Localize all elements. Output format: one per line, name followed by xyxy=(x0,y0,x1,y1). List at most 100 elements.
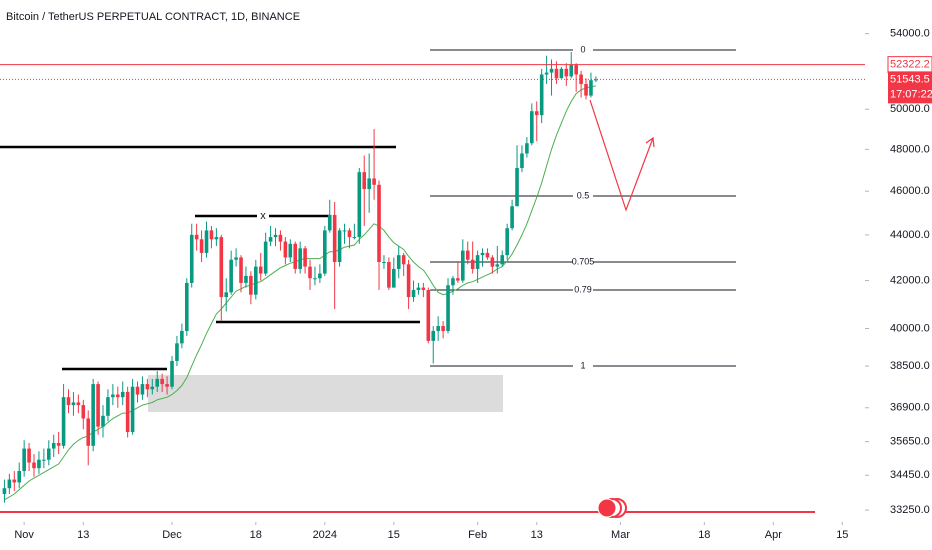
candle-body xyxy=(91,384,95,446)
candle-body xyxy=(239,257,243,283)
candle-body xyxy=(530,111,534,144)
x-tick-label: 15 xyxy=(388,529,400,541)
candle-body xyxy=(71,402,76,406)
candle-body xyxy=(263,241,268,274)
fib-label: 0.5 xyxy=(577,190,590,200)
candle-body xyxy=(234,257,238,260)
fib-label: 0 xyxy=(580,44,585,54)
label-bg xyxy=(573,284,593,296)
candle-body xyxy=(318,273,322,279)
candle-body xyxy=(500,255,505,265)
candle-body xyxy=(313,278,317,280)
candle-body xyxy=(268,237,273,242)
candle-body xyxy=(244,275,248,283)
candle-body xyxy=(470,259,475,269)
x-tick-label: Nov xyxy=(14,529,34,541)
candle-body xyxy=(303,248,307,267)
candle-body xyxy=(426,289,431,341)
label-bg xyxy=(573,360,593,372)
candle-body xyxy=(441,326,445,331)
y-tick-label: 48000.0 xyxy=(890,143,930,155)
candle-body xyxy=(554,68,559,79)
candle-body xyxy=(584,84,588,96)
candle-body xyxy=(145,384,150,390)
icons[interactable] xyxy=(597,498,627,518)
candle-body xyxy=(204,230,209,253)
candle-body xyxy=(66,397,71,406)
y-tick-label: 33250.0 xyxy=(890,504,930,516)
candle-body xyxy=(475,255,480,269)
candle-body xyxy=(81,405,86,419)
x-tick-label: Apr xyxy=(765,529,782,541)
zone xyxy=(148,375,503,412)
label-bg xyxy=(573,44,593,56)
candle-body xyxy=(362,172,367,190)
candle-body xyxy=(86,418,91,446)
candle-body xyxy=(337,230,342,263)
y-tick-label: 42000.0 xyxy=(890,274,930,286)
candle-body xyxy=(7,479,12,489)
label-bg xyxy=(257,210,269,222)
candle-body xyxy=(411,289,416,298)
candle-body xyxy=(61,397,66,446)
candle-body xyxy=(249,275,253,295)
candle-body xyxy=(392,268,396,288)
candle-body xyxy=(120,391,125,398)
candle-body xyxy=(416,287,421,290)
x-tick-label: Dec xyxy=(162,529,182,541)
candle-body xyxy=(219,237,224,298)
candle-body xyxy=(382,262,386,264)
candle-body xyxy=(194,234,199,240)
candle-body xyxy=(446,285,450,331)
candle-body xyxy=(549,68,554,73)
candle-body xyxy=(377,184,381,263)
candle-body xyxy=(436,326,440,331)
candle-body xyxy=(175,343,179,361)
candle-body xyxy=(155,378,160,387)
fib-label: 1 xyxy=(580,360,585,370)
fib-label: 0.79 xyxy=(574,284,592,294)
last-price-tag xyxy=(888,71,932,104)
y-tick-label: 44000.0 xyxy=(890,229,930,241)
candle-body xyxy=(293,243,298,269)
y-tick-label: 36900.0 xyxy=(890,402,930,414)
candle-body xyxy=(480,252,485,256)
candle-body xyxy=(170,360,174,387)
event-icon[interactable] xyxy=(597,498,617,518)
candle-body xyxy=(559,68,564,79)
candle-body xyxy=(96,384,100,427)
candle-body xyxy=(46,448,51,460)
candle-body xyxy=(185,282,189,331)
candle-body xyxy=(327,214,332,231)
candle-body xyxy=(564,68,569,77)
x-tick-label: 13 xyxy=(531,529,543,541)
candle-body xyxy=(288,243,293,258)
candle-body xyxy=(298,248,302,269)
candle-body xyxy=(254,266,258,295)
candle-body xyxy=(2,488,7,494)
price-tag-label: 52322.2 xyxy=(890,59,930,71)
candle-body xyxy=(125,391,130,433)
y-tick-label: 50000.0 xyxy=(890,103,930,115)
candle-body xyxy=(387,262,391,288)
candle-body xyxy=(451,278,455,286)
marker-label: x xyxy=(260,210,266,222)
y-tick-label: 34450.0 xyxy=(890,469,930,481)
y-tick-label: 40000.0 xyxy=(890,322,930,334)
candle-body xyxy=(135,386,140,395)
x-tick-label: 2024 xyxy=(313,529,337,541)
y-tick-label: 54000.0 xyxy=(890,28,930,40)
candle-body xyxy=(283,241,288,258)
candle-body xyxy=(189,234,194,283)
candle-body xyxy=(431,330,436,341)
candle-body xyxy=(76,402,81,406)
x-tick-label: Feb xyxy=(468,529,487,541)
candle-body xyxy=(37,459,41,469)
candle-body xyxy=(106,397,110,416)
candle-body xyxy=(101,415,105,427)
candle-body xyxy=(456,278,460,281)
candle-body xyxy=(544,72,549,75)
candle-body xyxy=(229,259,233,293)
y-tick-label: 46000.0 xyxy=(890,185,930,197)
